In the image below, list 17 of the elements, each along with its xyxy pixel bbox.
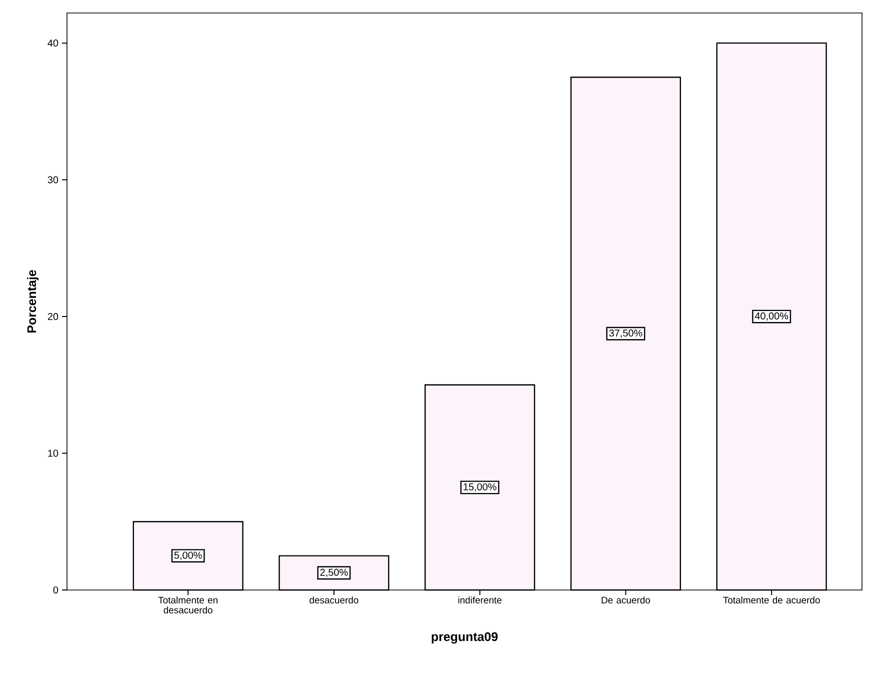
x-tick-label: desacuerdo — [310, 596, 358, 604]
y-tick-label: 30 — [48, 176, 58, 184]
data-label: 15,00% — [464, 483, 496, 492]
y-axis-title: Porcentaje — [26, 270, 39, 332]
x-tick-label: Totalmente de acuerdo — [723, 596, 820, 604]
y-tick-label: 10 — [48, 450, 58, 457]
data-label: 40,00% — [754, 312, 788, 321]
x-tick-label: indiferente — [458, 596, 502, 604]
x-tick-label: Totalmente en desacuerdo — [158, 596, 218, 614]
data-label: 5,00% — [174, 552, 202, 560]
data-label: 37,50% — [609, 330, 642, 338]
data-label: 2,50% — [320, 568, 348, 578]
y-tick-label: 20 — [48, 313, 58, 320]
y-tick-label: 0 — [53, 586, 58, 594]
y-tick-label: 40 — [48, 40, 58, 47]
x-tick-label: De acuerdo — [602, 596, 650, 604]
x-axis-title: pregunta09 — [432, 632, 498, 644]
